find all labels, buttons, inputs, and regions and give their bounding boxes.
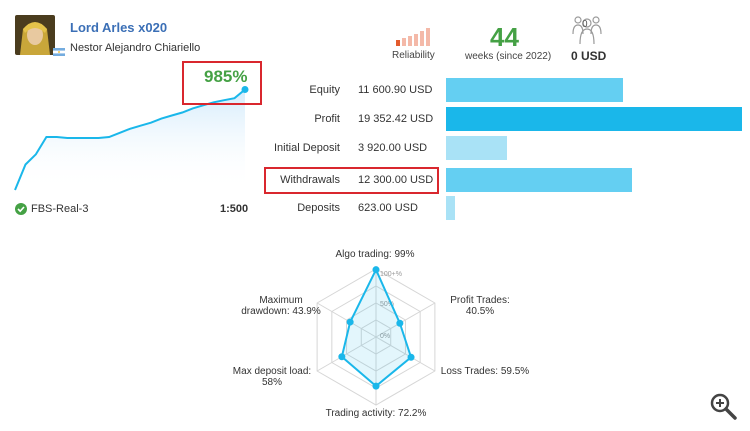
radar-series (340, 267, 413, 388)
stat-value: 12 300.00 USD (358, 174, 434, 186)
stat-value: 3 920.00 USD (358, 142, 428, 154)
radar-point (372, 266, 380, 274)
radar-point (396, 319, 404, 327)
radar-axis-label: Loss Trades: 59.5% (440, 366, 530, 377)
radar-point (407, 353, 415, 361)
radar-tick-label: 100+% (380, 271, 402, 278)
radar-axis-label: Max deposit load: 58% (232, 366, 312, 388)
stat-bar (446, 196, 455, 220)
radar-axis (316, 302, 377, 338)
people-icon (570, 14, 604, 48)
weeks-label: weeks (since 2022) (465, 51, 552, 62)
signal-title[interactable]: Lord Arles x020 (70, 20, 168, 35)
signal-bars-icon (395, 28, 435, 46)
radar-axis (316, 336, 377, 372)
radar-axis (375, 336, 436, 372)
radar-axis-label: Profit Trades: 40.5% (450, 295, 510, 317)
radar-axis-label: Algo trading: 99% (335, 249, 415, 260)
growth-end-point (241, 86, 249, 94)
radar-point (372, 382, 380, 390)
stat-label: Deposits (297, 202, 340, 214)
growth-highlight-box (182, 61, 262, 105)
reliability-label: Reliability (392, 50, 435, 61)
stat-label: Equity (309, 84, 340, 96)
stat-value: 11 600.90 USD (358, 84, 433, 96)
radar-axis (375, 302, 436, 338)
subscribers-count: 0 (582, 19, 588, 30)
radar-chart: 100+% 50% 0% (316, 266, 436, 406)
broker-server[interactable]: FBS-Real-3 (31, 203, 89, 215)
stat-label: Withdrawals (280, 174, 340, 186)
radar-point (338, 353, 346, 361)
stat-label: Initial Deposit (273, 142, 340, 154)
stat-bar (446, 168, 632, 192)
check-shield-icon (15, 202, 27, 215)
stat-value: 19 352.42 USD (358, 113, 434, 125)
withdrawals-highlight-box (264, 167, 439, 194)
radar-axis-label: Trading activity: 72.2% (325, 408, 427, 419)
radar-tick-label: 0% (380, 333, 390, 340)
growth-value: 985% (204, 67, 248, 86)
radar-tick-label: 50% (380, 301, 394, 308)
weeks-count: 44 (490, 22, 519, 52)
subscribers-funds: 0 USD (571, 49, 607, 63)
stat-label: Profit (314, 113, 340, 125)
growth-area (15, 89, 245, 190)
author-name[interactable]: Nestor Alejandro Chiariello (70, 42, 201, 54)
leverage: 1:500 (220, 203, 249, 215)
radar-axis-label: Maximum drawdown: 43.9% (241, 295, 321, 317)
zoom-in-icon[interactable] (708, 391, 738, 421)
avatar[interactable] (15, 15, 55, 55)
stat-bar (446, 136, 507, 160)
stat-bar (446, 107, 742, 131)
radar-point (346, 318, 354, 326)
stat-bar (446, 78, 623, 102)
argentina-flag-icon (53, 43, 65, 56)
stat-value: 623.00 USD (358, 202, 418, 214)
